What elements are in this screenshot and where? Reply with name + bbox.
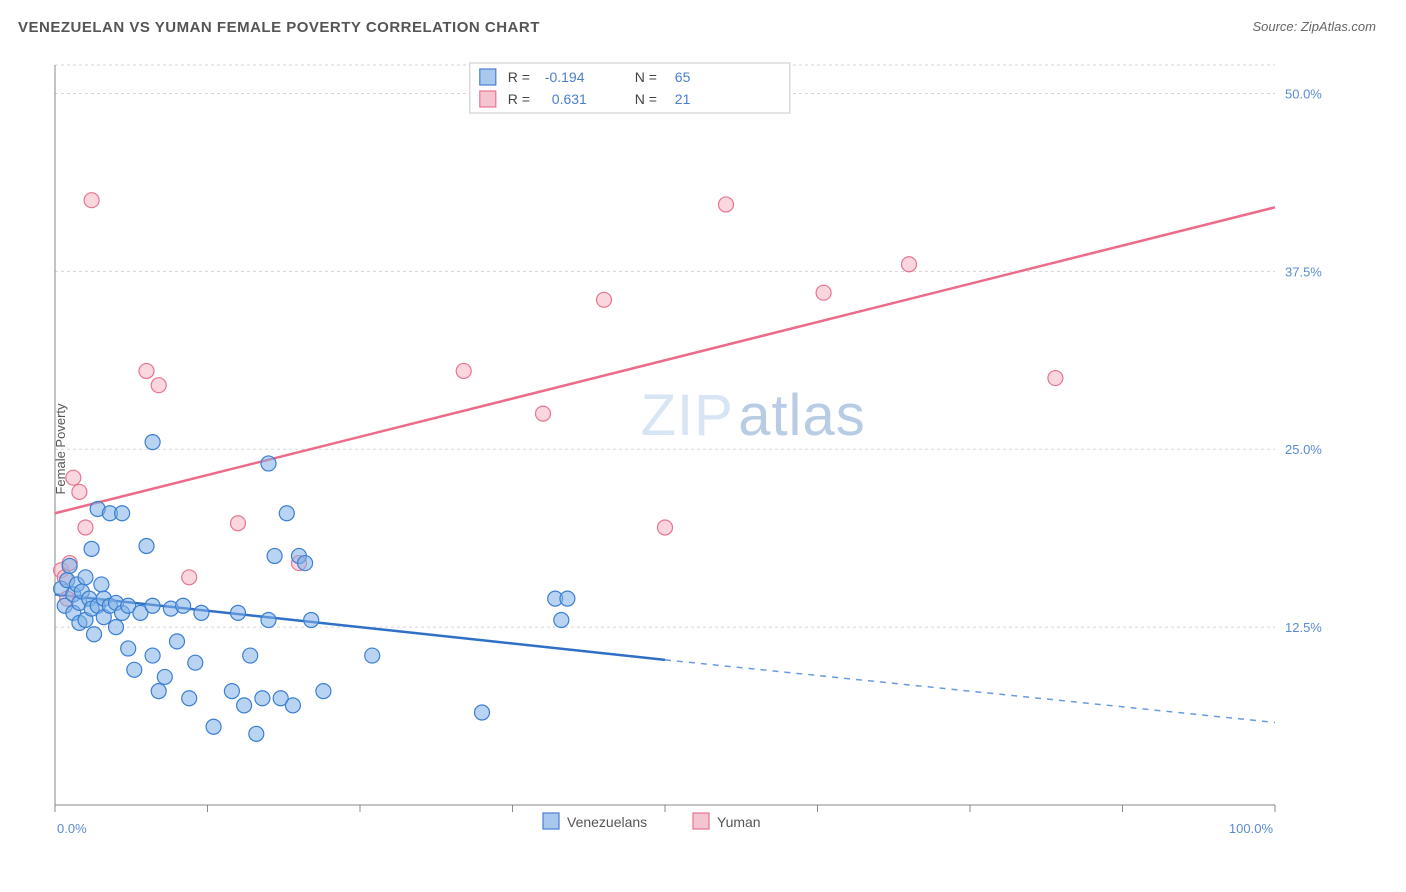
data-point-venezuelans: [94, 577, 109, 592]
data-point-yuman: [151, 378, 166, 393]
legend-swatch-pink: [480, 91, 496, 107]
legend-swatch-blue: [480, 69, 496, 85]
data-point-venezuelans: [151, 684, 166, 699]
data-point-venezuelans: [127, 662, 142, 677]
data-point-venezuelans: [145, 435, 160, 450]
data-point-venezuelans: [62, 558, 77, 573]
source-label: Source: ZipAtlas.com: [1252, 18, 1376, 36]
data-point-venezuelans: [475, 705, 490, 720]
data-point-yuman: [597, 292, 612, 307]
data-point-venezuelans: [145, 598, 160, 613]
chart-area: Female Poverty ZIPatlas 0.0% 100.0% 12.5% 25…: [45, 55, 1346, 842]
data-point-yuman: [84, 193, 99, 208]
data-point-venezuelans: [84, 541, 99, 556]
x-tick-label: 0.0%: [57, 821, 87, 836]
data-point-yuman: [536, 406, 551, 421]
data-point-yuman: [139, 363, 154, 378]
data-point-venezuelans: [145, 648, 160, 663]
data-point-venezuelans: [261, 613, 276, 628]
data-point-venezuelans: [285, 698, 300, 713]
data-point-venezuelans: [255, 691, 270, 706]
data-point-venezuelans: [231, 605, 246, 620]
svg-text:R =: R =: [508, 69, 530, 85]
data-point-venezuelans: [182, 691, 197, 706]
y-tick-label: 50.0%: [1285, 86, 1322, 101]
data-point-venezuelans: [316, 684, 331, 699]
data-point-venezuelans: [224, 684, 239, 699]
r-value-venezuelans: -0.194: [545, 69, 585, 85]
data-point-yuman: [66, 470, 81, 485]
svg-text:atlas: atlas: [738, 383, 866, 448]
watermark: ZIP: [641, 383, 734, 448]
data-point-venezuelans: [176, 598, 191, 613]
svg-text:N =: N =: [635, 69, 657, 85]
data-point-venezuelans: [188, 655, 203, 670]
data-point-yuman: [902, 257, 917, 272]
data-point-venezuelans: [157, 669, 172, 684]
scatter-chart: ZIPatlas 0.0% 100.0% 12.5% 25.0% 37.5% 50.0% R …: [45, 55, 1345, 845]
trend-line-yuman: [55, 207, 1275, 513]
svg-text:N =: N =: [635, 91, 657, 107]
y-tick-label: 25.0%: [1285, 442, 1322, 457]
data-point-venezuelans: [170, 634, 185, 649]
data-point-venezuelans: [115, 506, 130, 521]
svg-text:R =: R =: [508, 91, 530, 107]
data-point-yuman: [78, 520, 93, 535]
chart-title: VENEZUELAN VS YUMAN FEMALE POVERTY CORRE…: [18, 19, 540, 36]
data-point-venezuelans: [365, 648, 380, 663]
data-point-venezuelans: [109, 620, 124, 635]
bottom-legend-venezuelans: Venezuelans: [567, 814, 647, 830]
data-point-yuman: [719, 197, 734, 212]
data-point-yuman: [658, 520, 673, 535]
n-value-venezuelans: 65: [675, 69, 691, 85]
data-point-venezuelans: [304, 613, 319, 628]
data-point-venezuelans: [78, 570, 93, 585]
n-value-yuman: 21: [675, 91, 691, 107]
y-tick-label: 37.5%: [1285, 264, 1322, 279]
bottom-swatch-yuman: [693, 813, 709, 829]
data-point-venezuelans: [554, 613, 569, 628]
data-point-yuman: [182, 570, 197, 585]
data-point-venezuelans: [279, 506, 294, 521]
data-point-venezuelans: [261, 456, 276, 471]
x-tick-label: 100.0%: [1229, 821, 1274, 836]
data-point-venezuelans: [139, 539, 154, 554]
data-point-venezuelans: [237, 698, 252, 713]
data-point-venezuelans: [249, 726, 264, 741]
bottom-legend-yuman: Yuman: [717, 814, 761, 830]
bottom-swatch-venezuelans: [543, 813, 559, 829]
data-point-venezuelans: [121, 641, 136, 656]
data-point-yuman: [456, 363, 471, 378]
data-point-yuman: [1048, 371, 1063, 386]
data-point-venezuelans: [560, 591, 575, 606]
y-tick-label: 12.5%: [1285, 620, 1322, 635]
data-point-venezuelans: [243, 648, 258, 663]
data-point-venezuelans: [194, 605, 209, 620]
data-point-venezuelans: [206, 719, 221, 734]
data-point-venezuelans: [298, 556, 313, 571]
data-point-yuman: [72, 484, 87, 499]
data-point-yuman: [231, 516, 246, 531]
data-point-venezuelans: [267, 548, 282, 563]
data-point-venezuelans: [87, 627, 102, 642]
r-value-yuman: 0.631: [552, 91, 587, 107]
data-point-yuman: [816, 285, 831, 300]
y-axis-label: Female Poverty: [53, 403, 68, 494]
